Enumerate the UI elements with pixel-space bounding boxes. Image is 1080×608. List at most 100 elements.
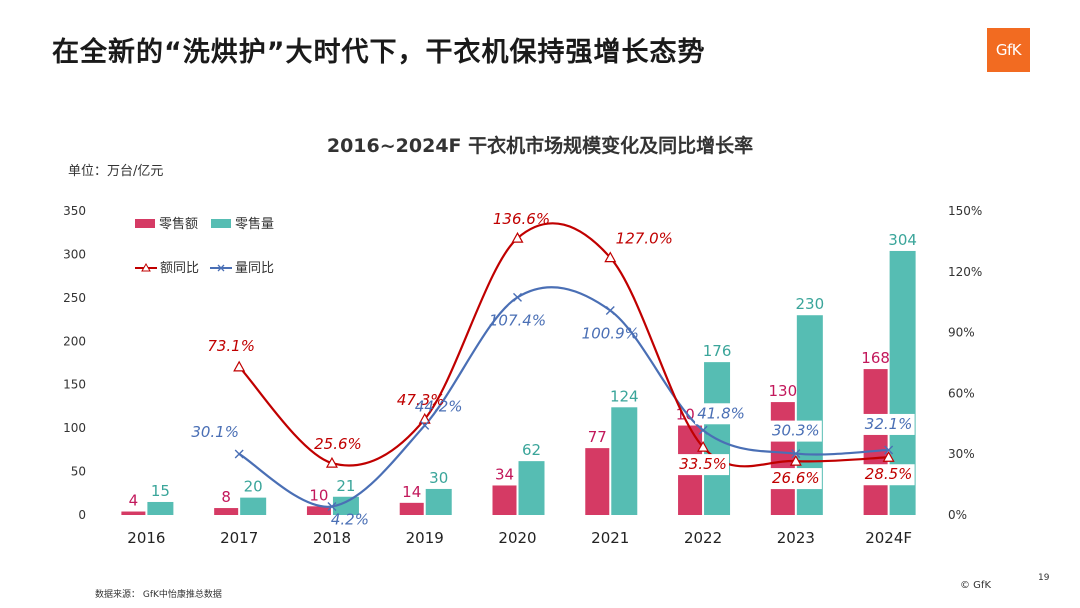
x-tick-label: 2022 (684, 529, 722, 547)
legend-amount-yoy-marker (141, 262, 151, 272)
volume-bar-label: 230 (796, 295, 825, 313)
amount-bar (492, 485, 517, 515)
y-right-tick-label: 150% (948, 204, 982, 218)
volume-yoy-label: 4.2% (331, 510, 369, 528)
amount-yoy-label-bg (677, 454, 730, 476)
amount-bar-label: 14 (402, 483, 421, 501)
amount-bar (121, 511, 146, 515)
amount-bar-label: 4 (129, 492, 139, 510)
amount-bar-label: 168 (861, 349, 890, 367)
volume-bar (611, 407, 638, 515)
amount-yoy-label: 73.1% (207, 337, 255, 355)
volume-yoy-point (420, 420, 430, 430)
volume-yoy-label: 30.1% (191, 423, 239, 441)
amount-bar (585, 448, 610, 515)
x-tick-label: 2019 (406, 529, 444, 547)
y-left-tick-label: 100 (63, 421, 86, 435)
volume-yoy-label-bg (862, 413, 915, 435)
amount-bar-label: 77 (588, 428, 607, 446)
y-left-tick-label: 250 (63, 291, 86, 305)
chart-title: 2016~2024F 干衣机市场规模变化及同比增长率 (326, 135, 754, 157)
data-source-note: 数据来源： GfK中怡康推总数据 (95, 590, 222, 600)
y-right-tick-label: 120% (948, 265, 982, 279)
volume-bar (240, 497, 267, 515)
volume-bar-label: 304 (888, 231, 917, 249)
amount-bar (399, 502, 424, 515)
amount-bar (863, 369, 888, 515)
copyright-notice: © GfK (960, 580, 992, 591)
volume-yoy-point (513, 292, 522, 302)
amount-yoy-line (238, 222, 889, 468)
volume-bar-label: 20 (244, 478, 263, 496)
x-tick-label: 2021 (591, 529, 629, 547)
amount-bar (770, 402, 795, 515)
amount-bar-label: 130 (769, 382, 798, 400)
y-right-tick-label: 90% (948, 326, 975, 340)
volume-yoy-point (791, 449, 801, 459)
volume-bar-label: 15 (151, 482, 170, 500)
x-tick-label: 2018 (313, 529, 351, 547)
amount-yoy-label: 136.6% (493, 210, 550, 228)
y-left-tick-label: 350 (63, 204, 86, 218)
x-tick-label: 2024F (865, 529, 912, 547)
legend-amount-swatch (135, 219, 155, 228)
amount-yoy-label: 127.0% (616, 230, 673, 248)
volume-bar-label: 176 (703, 342, 732, 360)
amount-yoy-point (604, 251, 617, 263)
amount-yoy-point (882, 451, 895, 462)
volume-yoy-point (698, 425, 708, 435)
amount-yoy-point (325, 456, 338, 468)
volume-yoy-label: 30.3% (772, 422, 820, 440)
legend-volume-yoy-label: 量同比 (235, 261, 274, 276)
volume-yoy-label-bg (769, 420, 822, 442)
volume-yoy-label: 44.2% (415, 397, 463, 415)
y-left-tick-label: 200 (63, 334, 86, 348)
y-right-tick-label: 60% (948, 386, 975, 400)
x-tick-label: 2020 (498, 529, 536, 547)
unit-label: 单位：万台/亿元 (68, 164, 164, 179)
amount-yoy-label: 33.5% (679, 455, 727, 473)
volume-bar-label: 62 (522, 441, 541, 459)
volume-yoy-label: 107.4% (489, 311, 546, 329)
amount-yoy-label-bg (769, 468, 822, 490)
slide-title: 在全新的“洗烘护”大时代下，干衣机保持强增长态势 (52, 37, 706, 68)
legend-volume-label: 零售量 (235, 216, 274, 232)
y-left-tick-label: 0 (78, 508, 86, 522)
volume-bar-label: 124 (610, 387, 639, 405)
volume-yoy-point (605, 306, 615, 316)
amount-yoy-point (511, 231, 524, 243)
amount-yoy-label: 25.6% (314, 435, 362, 453)
volume-bar (518, 461, 545, 515)
volume-bar (425, 488, 452, 515)
amount-bar (214, 508, 239, 515)
volume-yoy-label: 32.1% (865, 415, 913, 433)
y-left-tick-label: 150 (63, 378, 86, 392)
amount-yoy-point (233, 360, 246, 372)
amount-yoy-point (789, 454, 802, 466)
legend-amount-label: 零售额 (159, 216, 198, 232)
amount-bar-label: 10 (309, 486, 328, 504)
amount-yoy-label: 28.5% (865, 465, 913, 483)
amount-yoy-label: 26.6% (772, 469, 820, 487)
y-left-tick-label: 300 (63, 247, 86, 261)
x-tick-label: 2023 (777, 529, 815, 547)
volume-bar (147, 501, 174, 515)
page-number: 19 (1038, 573, 1050, 583)
amount-yoy-point (697, 440, 710, 452)
volume-yoy-label: 41.8% (697, 404, 745, 422)
y-left-tick-label: 50 (71, 465, 86, 479)
amount-bar-label: 34 (495, 465, 514, 483)
amount-bar (306, 506, 331, 515)
amount-yoy-point (418, 412, 431, 424)
volume-bar (332, 496, 359, 515)
amount-bar-label: 8 (221, 488, 231, 506)
volume-yoy-point (234, 449, 244, 459)
x-tick-label: 2016 (127, 529, 165, 547)
volume-yoy-label: 100.9% (582, 325, 639, 343)
volume-yoy-point (327, 501, 337, 511)
volume-bar-label: 21 (336, 477, 355, 495)
y-right-tick-label: 0% (948, 508, 967, 522)
amount-yoy-label: 47.3% (397, 391, 445, 409)
volume-yoy-point (884, 445, 894, 455)
